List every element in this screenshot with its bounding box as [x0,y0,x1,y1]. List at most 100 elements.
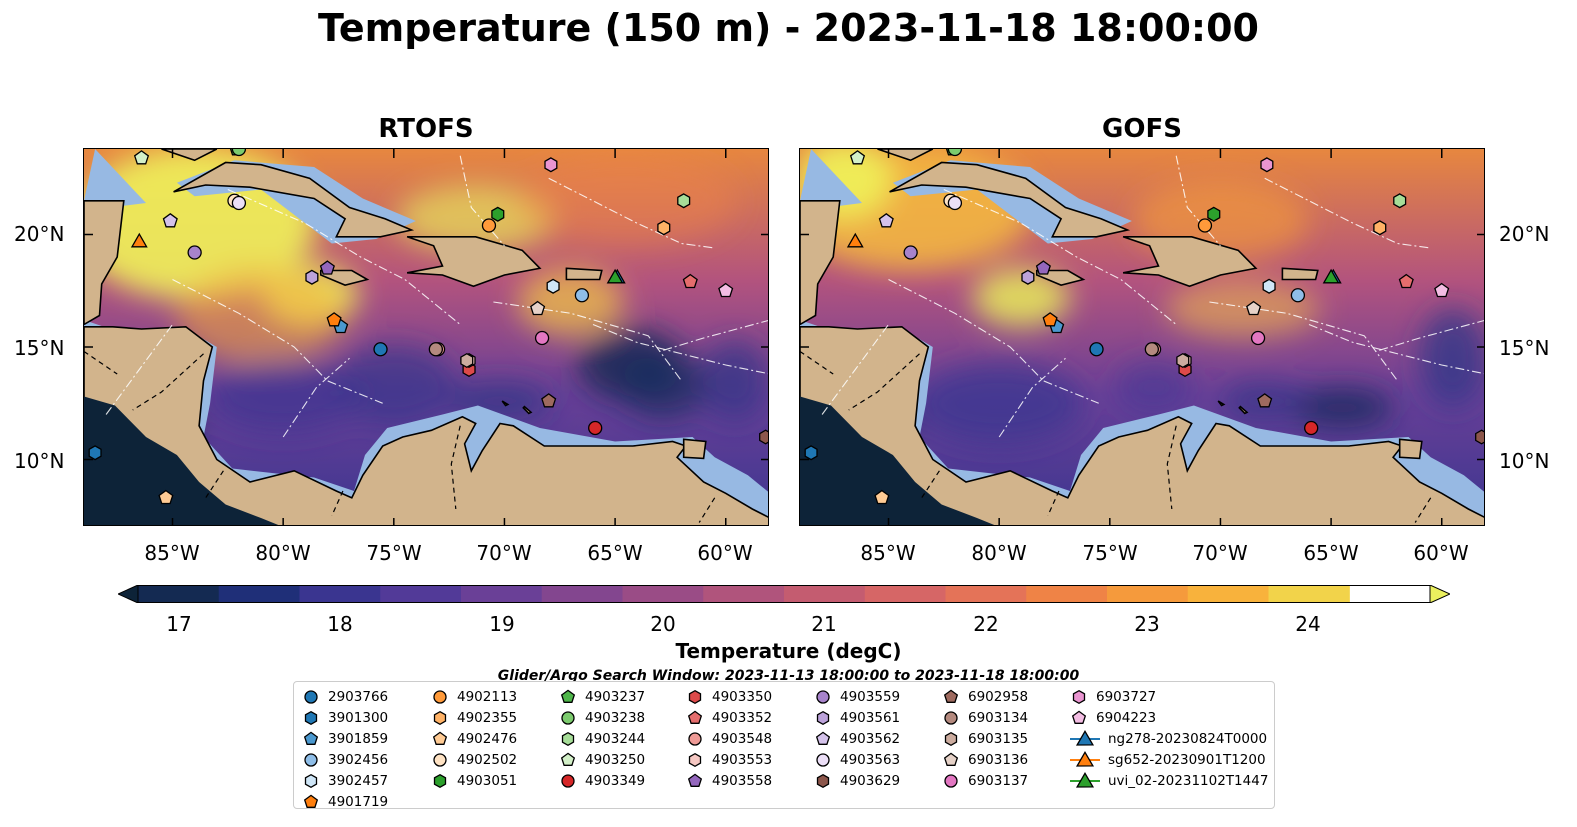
legend-hexagon-icon[interactable] [561,731,575,746]
legend-pentagon-icon[interactable] [943,752,959,766]
legend-pentagon-icon[interactable] [1071,710,1087,724]
platform-6903136-rtofs[interactable] [530,300,546,316]
platform-4902476-gofs[interactable] [874,489,890,505]
platform-6903134-rtofs[interactable] [428,342,444,357]
platform-4903561-gofs[interactable] [1021,269,1035,285]
platform-4903561-rtofs[interactable] [305,269,319,285]
platform-4903558-gofs[interactable] [1035,260,1051,275]
legend-hexagon-icon[interactable] [304,710,318,725]
legend-pentagon-icon[interactable] [687,710,703,724]
platform-4902113-rtofs[interactable] [481,218,497,233]
platform-4903629-rtofs[interactable] [759,429,769,445]
legend-pentagon-icon[interactable] [687,773,703,787]
map-panel-rtofs[interactable] [83,148,769,526]
lon-label-75w-right: 75°W [1082,541,1138,565]
platform-4903238-rtofs[interactable] [231,149,247,157]
platform-6903727-rtofs[interactable] [544,157,558,173]
platform-6903135-gofs[interactable] [1176,352,1190,369]
legend-circle-icon[interactable] [304,752,318,767]
legend-hexagon-icon[interactable] [944,731,958,746]
legend-hexagon-icon[interactable] [816,710,830,725]
legend-hexagon-icon[interactable] [304,773,318,788]
platform-4903244-gofs[interactable] [1393,193,1407,209]
platform-4903250-gofs[interactable] [849,150,866,165]
platform-6904223-gofs[interactable] [1434,282,1450,298]
legend-label: 4903553 [712,751,773,768]
platform-6903727-gofs[interactable] [1260,157,1274,173]
platform-4901719-gofs[interactable] [1042,312,1058,327]
platform-4901719-rtofs[interactable] [326,312,342,327]
platform-2903766-rtofs[interactable] [373,342,388,357]
map-panel-gofs[interactable] [799,148,1485,526]
platform-sg652-20230901T1200-rtofs[interactable] [130,232,148,248]
legend-circle-icon[interactable] [561,773,575,788]
legend-circle-icon[interactable] [304,689,318,704]
legend-pentagon-icon[interactable] [303,731,319,745]
legend-hexagon-icon[interactable] [816,773,830,788]
platform-6903134-gofs[interactable] [1144,342,1160,357]
legend-circle-icon[interactable] [816,689,830,704]
platform-3902457-rtofs[interactable] [546,278,560,294]
platform-uvi_02-20231102T1447-rtofs[interactable] [606,268,624,284]
legend-hexagon-icon[interactable] [688,689,702,704]
platform-3901300-gofs[interactable] [804,445,818,461]
legend-hexagon-icon[interactable] [433,773,447,788]
legend-circle-icon[interactable] [944,710,958,725]
legend-pentagon-icon[interactable] [560,689,576,703]
platform-4903250-rtofs[interactable] [133,150,150,165]
platform-4903558-rtofs[interactable] [319,260,335,275]
platform-6903137-rtofs[interactable] [534,330,550,346]
platform-4902113-gofs[interactable] [1197,218,1213,233]
legend-triangle-icon[interactable] [1075,750,1095,767]
platform-4903352-gofs[interactable] [1398,273,1414,289]
legend-circle-icon[interactable] [433,752,447,767]
platform-2903766-gofs[interactable] [1089,342,1104,357]
platform-4903051-gofs[interactable] [1207,206,1221,222]
legend-triangle-icon[interactable] [1075,729,1095,746]
platform-4903562-rtofs[interactable] [162,212,178,228]
legend-pentagon-icon[interactable] [560,752,576,766]
platform-4903559-rtofs[interactable] [187,245,202,260]
platform-6902958-rtofs[interactable] [541,393,557,408]
legend-hexagon-icon[interactable] [688,752,702,767]
platform-4902355-rtofs[interactable] [657,220,671,236]
platform-6903135-rtofs[interactable] [460,352,474,369]
platform-4903051-rtofs[interactable] [491,206,505,222]
platform-3901300-rtofs[interactable] [88,445,102,461]
legend-circle-icon[interactable] [816,752,830,767]
platform-6903137-gofs[interactable] [1250,330,1266,346]
platform-4902355-gofs[interactable] [1373,220,1387,236]
legend-pentagon-icon[interactable] [303,794,319,808]
legend-circle-icon[interactable] [688,731,702,746]
legend-circle-icon[interactable] [944,773,958,788]
platform-6902958-gofs[interactable] [1257,393,1273,408]
legend-hexagon-icon[interactable] [433,710,447,725]
legend-hexagon-icon[interactable] [1072,689,1086,704]
platform-4903238-gofs[interactable] [947,149,963,157]
platform-4903629-gofs[interactable] [1475,429,1485,445]
platform-3902457-gofs[interactable] [1262,278,1276,294]
platform-sg652-20230901T1200-gofs[interactable] [846,232,864,248]
platform-6903136-gofs[interactable] [1246,300,1262,316]
platform-4903349-gofs[interactable] [1304,420,1319,436]
legend-pentagon-icon[interactable] [815,731,831,745]
platform-4903562-gofs[interactable] [878,212,894,228]
platform-4903244-rtofs[interactable] [677,193,691,209]
platform-4903563-gofs[interactable] [947,195,963,211]
platform-4903352-rtofs[interactable] [682,273,698,289]
platform-4903559-gofs[interactable] [903,245,918,260]
platform-3902456-rtofs[interactable] [574,288,590,303]
platform-uvi_02-20231102T1447-gofs[interactable] [1322,268,1340,284]
platform-4902476-rtofs[interactable] [158,489,174,505]
platform-4903563-rtofs[interactable] [231,195,247,211]
platform-6904223-rtofs[interactable] [718,282,734,298]
platform-3902456-gofs[interactable] [1290,288,1306,303]
legend-circle-icon[interactable] [433,689,447,704]
legend-pentagon-icon[interactable] [432,731,448,745]
legend-circle-icon[interactable] [561,710,575,725]
legend-label: 4903238 [585,709,646,726]
legend-pentagon-icon[interactable] [943,689,959,703]
platform-4903349-rtofs[interactable] [588,420,603,436]
legend-triangle-icon[interactable] [1075,771,1095,788]
legend-item: 4902476 [431,728,517,749]
